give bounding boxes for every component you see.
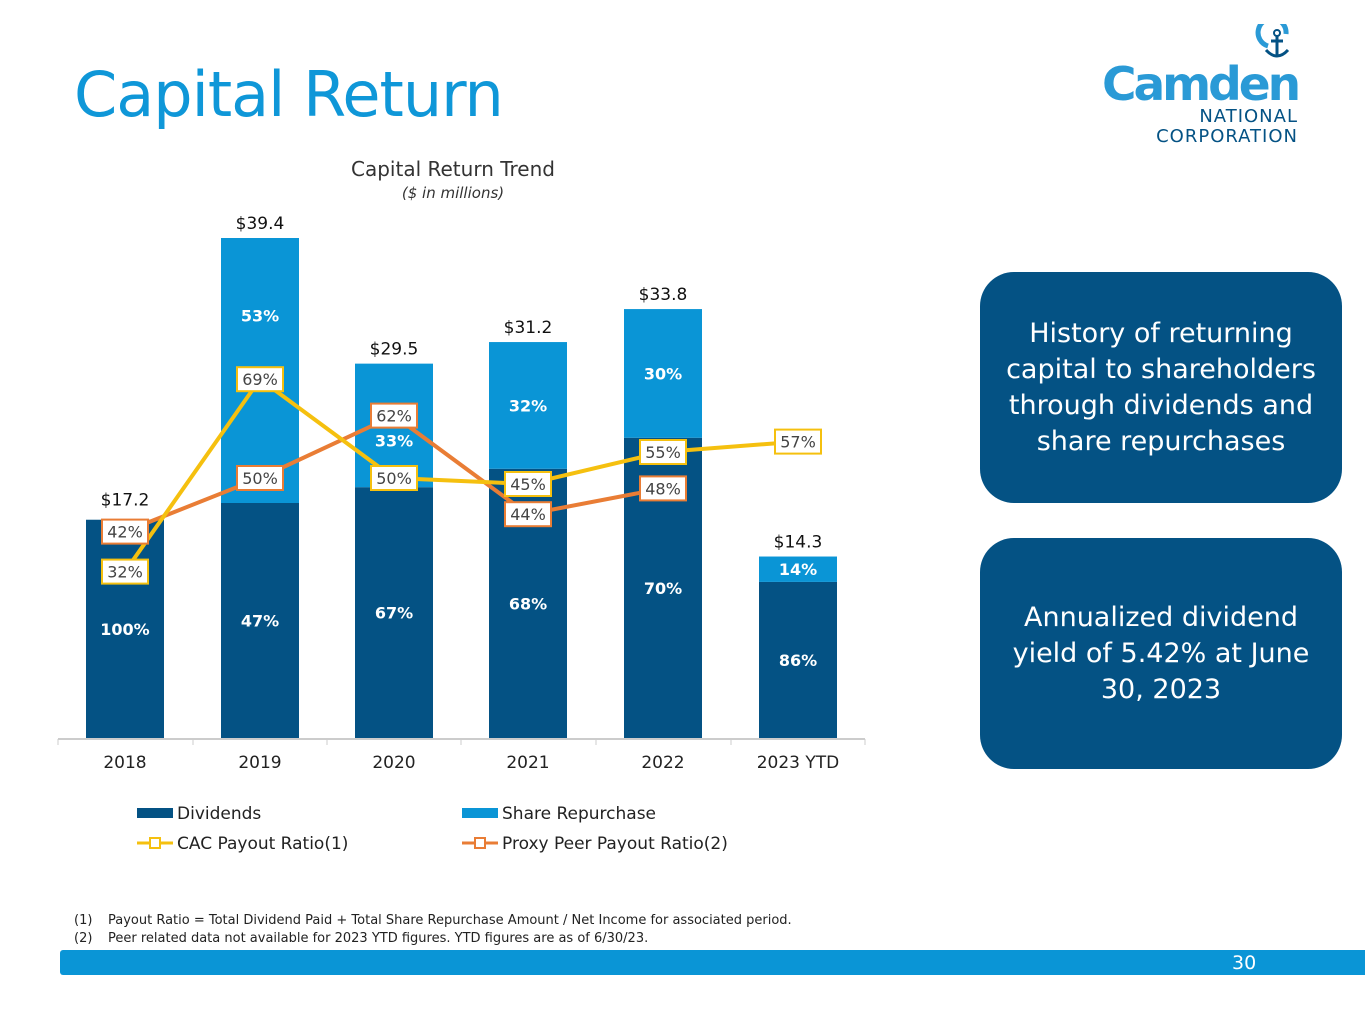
x-tick-label: 2019 <box>238 753 281 773</box>
label-dividends: 86% <box>779 651 817 670</box>
camden-logo: Camden NATIONAL CORPORATION <box>1102 24 1300 147</box>
label-dividends: 100% <box>100 620 149 639</box>
bar-dividends <box>759 581 837 738</box>
point-cac <box>236 366 284 393</box>
label-peer: 50% <box>242 469 278 488</box>
point-cac <box>639 439 687 465</box>
point-peer <box>101 518 149 545</box>
svg-text:Camden: Camden <box>1102 57 1298 111</box>
point-peer <box>504 501 552 528</box>
point-peer <box>370 402 418 429</box>
label-peer: 42% <box>107 523 143 542</box>
chart-subtitle: ($ in millions) <box>402 184 504 202</box>
label-repurchase: 53% <box>241 307 279 326</box>
bar-dividends <box>86 519 164 738</box>
footer-band <box>60 950 1365 975</box>
label-cac: 45% <box>510 475 546 494</box>
capital-return-chart: Capital Return Trend ($ in millions) 100% $… <box>57 157 866 854</box>
legend-label: Proxy Peer Payout Ratio(2) <box>502 834 728 854</box>
label-repurchase: 30% <box>644 364 682 383</box>
label-total: $39.4 <box>236 214 285 234</box>
label-cac: 55% <box>645 443 681 462</box>
point-peer <box>236 465 284 491</box>
legend-swatch <box>137 808 173 818</box>
page-title: Capital Return <box>74 58 504 131</box>
label-total: $33.8 <box>639 285 688 305</box>
label-repurchase: 33% <box>375 431 413 450</box>
x-tick-label: 2018 <box>103 753 146 773</box>
label-total: $29.5 <box>370 340 419 360</box>
label-cac: 32% <box>107 563 143 582</box>
svg-text:CORPORATION: CORPORATION <box>1156 126 1298 147</box>
label-cac: 50% <box>376 469 412 488</box>
legend-marker <box>149 837 161 849</box>
point-cac <box>370 465 418 491</box>
footnote-1: (1) Payout Ratio = Total Dividend Paid + … <box>74 913 792 928</box>
point-peer <box>639 475 687 502</box>
x-tick-label: 2021 <box>506 753 549 773</box>
bar-repurchase <box>759 556 837 582</box>
bar-repurchase <box>489 342 567 469</box>
bar-repurchase <box>624 309 702 438</box>
label-dividends: 67% <box>375 604 413 623</box>
label-cac: 69% <box>242 370 278 389</box>
legend-marker <box>474 837 486 849</box>
info-box-dividend-yield: Annualized dividend yield of 5.42% at Ju… <box>980 538 1342 769</box>
page-number: 30 <box>1232 952 1257 974</box>
label-peer: 62% <box>376 407 412 426</box>
label-total: $31.2 <box>504 318 553 338</box>
info-box-history: History of returning capital to sharehol… <box>980 272 1342 503</box>
label-peer: 44% <box>510 505 546 524</box>
label-dividends: 47% <box>241 612 279 631</box>
label-total: $14.3 <box>774 533 823 553</box>
x-tick-label: 2023 YTD <box>757 753 840 773</box>
point-cac <box>101 558 149 585</box>
label-dividends: 70% <box>644 579 682 598</box>
label-peer: 48% <box>645 479 681 498</box>
legend-swatch <box>462 808 498 818</box>
legend-label: Share Repurchase <box>502 804 656 824</box>
bar-dividends <box>355 487 433 738</box>
point-cac <box>504 471 552 497</box>
bar-dividends <box>221 503 299 738</box>
label-cac: 57% <box>780 433 816 452</box>
legend-label: CAC Payout Ratio(1) <box>177 834 348 854</box>
footnote-2: (2) Peer related data not available for 2… <box>74 931 649 946</box>
label-dividends: 68% <box>509 594 547 613</box>
x-tick-label: 2020 <box>372 753 415 773</box>
x-tick-label: 2022 <box>641 753 684 773</box>
label-repurchase: 32% <box>509 396 547 415</box>
point-cac <box>774 428 822 455</box>
label-total: $17.2 <box>101 491 150 511</box>
svg-text:NATIONAL: NATIONAL <box>1199 106 1298 127</box>
label-repurchase: 14% <box>779 560 817 579</box>
chart-title: Capital Return Trend <box>351 157 555 181</box>
legend-label: Dividends <box>177 804 261 824</box>
